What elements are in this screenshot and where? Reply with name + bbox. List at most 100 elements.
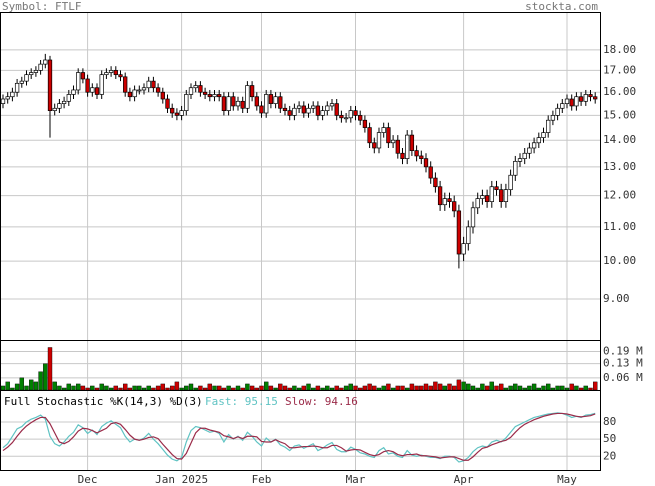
volume-bar xyxy=(480,383,485,391)
volume-bar xyxy=(414,385,419,391)
volume-bar xyxy=(249,385,255,391)
plot-layer: Dec Jan 2025 Feb Mar Apr May 18.00 17.00 16.00 15… xyxy=(0,12,643,486)
volume-bar xyxy=(85,387,90,391)
candle-body xyxy=(212,94,217,98)
volume-bar xyxy=(278,383,283,391)
volume-bar xyxy=(47,347,53,391)
candle-body xyxy=(10,91,15,98)
candle-body xyxy=(503,189,509,202)
volume-bar xyxy=(343,385,349,391)
volume-bar xyxy=(390,387,396,391)
candle-body xyxy=(334,103,339,116)
volume-bar xyxy=(367,383,372,391)
volume-bar xyxy=(348,383,353,391)
candle-body xyxy=(24,74,29,82)
candle-body xyxy=(405,134,410,159)
candle-body xyxy=(433,177,438,188)
candle-body xyxy=(127,91,133,98)
candle-body xyxy=(104,72,109,76)
volume-bar xyxy=(334,385,339,391)
volume-bar xyxy=(174,381,180,391)
volume-bar xyxy=(0,385,6,391)
volume-bar xyxy=(513,383,518,391)
candle-body xyxy=(499,189,504,202)
candle-body xyxy=(550,115,556,121)
candle-body xyxy=(198,85,203,93)
volume-bar xyxy=(419,385,424,391)
candle-body xyxy=(536,137,541,144)
volume-bar xyxy=(184,385,189,391)
volume-bar xyxy=(353,385,358,391)
volume-bar xyxy=(376,387,382,391)
candle-body xyxy=(0,98,6,104)
candle-body xyxy=(118,74,123,78)
candle-body xyxy=(484,195,490,202)
volume-bar xyxy=(282,385,288,391)
candle-body xyxy=(90,87,95,93)
volume-bar xyxy=(151,387,156,391)
y-tick-label: 16.00 xyxy=(603,85,636,98)
candle-body xyxy=(541,132,546,138)
indicator-line xyxy=(2,412,596,461)
x-tick-label: Mar xyxy=(346,473,366,486)
volume-bar xyxy=(292,385,297,391)
volume-bar xyxy=(212,385,217,391)
volume-bar xyxy=(108,387,114,391)
volume-bar xyxy=(315,385,321,391)
volume-bar xyxy=(155,385,161,391)
volume-bar xyxy=(442,385,447,391)
candle-body xyxy=(522,152,527,159)
candle-body xyxy=(311,105,316,109)
candle-body xyxy=(372,142,377,149)
volume-bar xyxy=(137,385,142,391)
volume-bar xyxy=(522,387,527,391)
candle-body xyxy=(315,105,321,116)
volume-bar xyxy=(90,385,95,391)
volume-bar xyxy=(118,387,123,391)
candle-body xyxy=(268,94,274,104)
x-tick-label: Jan 2025 xyxy=(155,473,208,486)
volume-bar xyxy=(320,387,325,391)
candle-body xyxy=(296,105,302,109)
candle-body xyxy=(400,152,405,159)
candle-body xyxy=(381,127,386,133)
volume-bar xyxy=(550,387,556,391)
volume-bar xyxy=(188,383,194,391)
x-tick-label: Feb xyxy=(252,473,272,486)
volume-bar xyxy=(259,385,264,391)
volume-bar xyxy=(61,387,67,391)
volume-bar xyxy=(428,385,433,391)
candle-body xyxy=(447,198,452,202)
candle-body xyxy=(395,139,400,154)
volume-bar xyxy=(5,381,10,391)
candle-body xyxy=(325,105,330,111)
candle-body xyxy=(14,82,20,93)
candle-body xyxy=(5,96,10,100)
volume-bar xyxy=(362,385,368,391)
candle-body xyxy=(188,87,194,95)
candle-body xyxy=(240,100,245,109)
volume-bar xyxy=(301,385,306,391)
candle-body xyxy=(489,186,494,202)
candle-body xyxy=(339,115,344,119)
volume-bar xyxy=(452,385,457,391)
y-tick-label: 50 xyxy=(603,432,616,445)
candle-body xyxy=(61,100,67,104)
volume-bar xyxy=(564,387,570,391)
volume-bar xyxy=(555,385,560,391)
candle-body xyxy=(456,210,462,255)
candle-body xyxy=(414,150,419,157)
candle-body xyxy=(151,80,156,89)
candle-body xyxy=(419,155,424,159)
candle-body xyxy=(546,119,551,133)
volume-bar xyxy=(235,385,241,391)
candle-body xyxy=(306,107,311,114)
y-tick-label: 14.00 xyxy=(603,133,636,146)
volume-bar xyxy=(311,387,316,391)
volume-bar xyxy=(517,385,523,391)
y-tick-label: 10.00 xyxy=(603,254,636,267)
volume-bar xyxy=(132,385,137,391)
candle-body xyxy=(353,110,358,116)
candle-body xyxy=(292,107,297,116)
